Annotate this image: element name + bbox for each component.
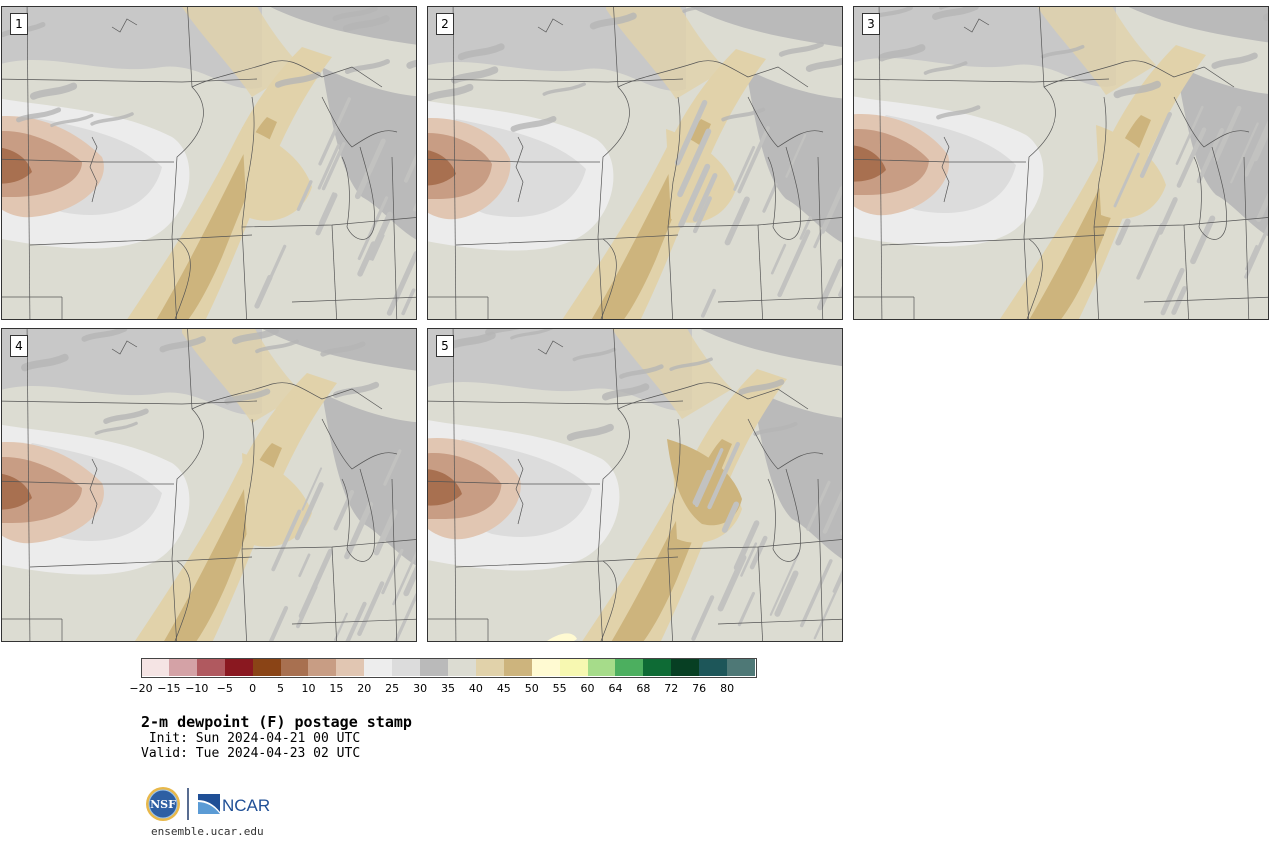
colorbar-tick-label: 30 bbox=[413, 682, 428, 695]
colorbar-tick-label: 15 bbox=[329, 682, 344, 695]
colorbar-tick-label: 68 bbox=[636, 682, 651, 695]
colorbar-tick-label: −10 bbox=[185, 682, 209, 695]
colorbar-segment bbox=[643, 658, 672, 676]
colorbar bbox=[141, 658, 757, 678]
colorbar-tick-label: 20 bbox=[357, 682, 372, 695]
colorbar-segment bbox=[531, 658, 561, 676]
colorbar-tick-label: −15 bbox=[157, 682, 181, 695]
colorbar-segment bbox=[727, 658, 756, 676]
map-field bbox=[2, 7, 416, 319]
nsf-logo: NSF bbox=[146, 787, 180, 821]
colorbar-segment bbox=[699, 658, 728, 676]
init-time: Init: Sun 2024-04-21 00 UTC bbox=[141, 731, 361, 746]
colorbar-frame bbox=[141, 658, 757, 678]
colorbar-tick-label: 60 bbox=[580, 682, 595, 695]
svg-text:NSF: NSF bbox=[150, 798, 176, 811]
map-panel-1[interactable]: 1 bbox=[1, 6, 417, 320]
map-field bbox=[2, 329, 416, 641]
colorbar-tick-label: 64 bbox=[608, 682, 623, 695]
panel-number: 3 bbox=[862, 13, 880, 35]
colorbar-segment bbox=[615, 658, 644, 676]
colorbar-segment bbox=[671, 658, 700, 676]
site-url[interactable]: ensemble.ucar.edu bbox=[151, 825, 264, 838]
map-panel-3[interactable]: 3 bbox=[853, 6, 1269, 320]
colorbar-segment bbox=[503, 658, 533, 676]
chart-title: 2-m dewpoint (F) postage stamp bbox=[141, 713, 412, 731]
colorbar-tick-label: −5 bbox=[216, 682, 233, 695]
panel-number: 4 bbox=[10, 335, 28, 357]
colorbar-tick-label: 55 bbox=[552, 682, 567, 695]
map-field bbox=[854, 7, 1268, 319]
colorbar-segment bbox=[168, 658, 198, 676]
ncar-logo: NCAR bbox=[198, 794, 270, 815]
colorbar-tick-label: −20 bbox=[129, 682, 153, 695]
svg-text:NCAR: NCAR bbox=[222, 796, 270, 815]
colorbar-segment bbox=[224, 658, 254, 676]
colorbar-tick-label: 80 bbox=[720, 682, 735, 695]
map-panel-5[interactable]: 5 bbox=[427, 328, 843, 642]
colorbar-segment bbox=[141, 658, 170, 676]
colorbar-segment bbox=[252, 658, 282, 676]
colorbar-segment bbox=[392, 658, 421, 676]
colorbar-tick-label: 10 bbox=[301, 682, 316, 695]
map-panel-4[interactable]: 4 bbox=[1, 328, 417, 642]
colorbar-tick-label: 76 bbox=[692, 682, 707, 695]
colorbar-tick-label: 25 bbox=[385, 682, 400, 695]
map-field bbox=[428, 7, 842, 319]
colorbar-tick-label: 0 bbox=[249, 682, 257, 695]
colorbar-tick-label: 5 bbox=[277, 682, 285, 695]
colorbar-segment bbox=[308, 658, 337, 676]
colorbar-tick-label: 72 bbox=[664, 682, 679, 695]
colorbar-tick-label: 50 bbox=[524, 682, 539, 695]
colorbar-segment bbox=[587, 658, 616, 676]
colorbar-segment bbox=[364, 658, 393, 676]
colorbar-segment bbox=[420, 658, 449, 676]
map-field bbox=[428, 329, 842, 641]
colorbar-segment bbox=[336, 658, 365, 676]
panel-number: 2 bbox=[436, 13, 454, 35]
map-panel-2[interactable]: 2 bbox=[427, 6, 843, 320]
colorbar-tick-label: 40 bbox=[468, 682, 483, 695]
colorbar-segment bbox=[559, 658, 589, 676]
valid-time: Valid: Tue 2024-04-23 02 UTC bbox=[141, 746, 361, 761]
colorbar-segment bbox=[280, 658, 309, 676]
colorbar-segment bbox=[475, 658, 505, 676]
colorbar-segment bbox=[196, 658, 226, 676]
panel-number: 1 bbox=[10, 13, 28, 35]
nsf-ncar-logo[interactable]: NSF NCAR bbox=[144, 786, 274, 822]
colorbar-segment bbox=[448, 658, 477, 676]
colorbar-tick-label: 45 bbox=[496, 682, 511, 695]
panel-number: 5 bbox=[436, 335, 454, 357]
colorbar-tick-label: 35 bbox=[441, 682, 455, 695]
